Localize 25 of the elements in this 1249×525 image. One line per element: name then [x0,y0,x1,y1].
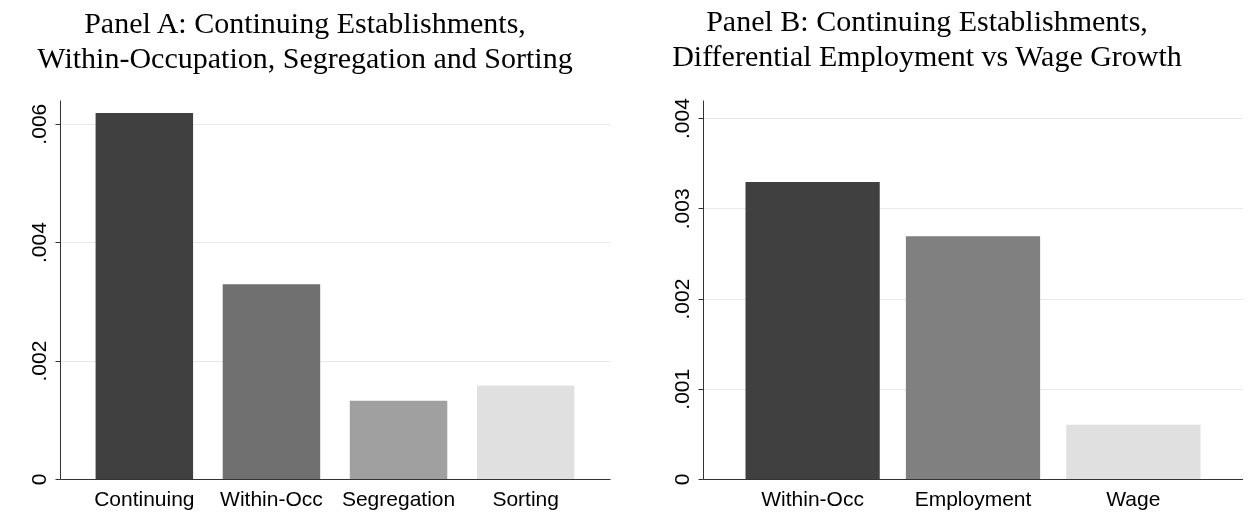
y-tick-label: .002 [669,278,693,320]
x-tick-label: Within-Occ [220,486,323,510]
bar [745,182,880,479]
y-tick-label: 0 [26,473,50,486]
chart-title: Panel B: Continuing Establishments, Differential Employment vs Wage Growth [672,3,1182,72]
x-tick-label: Sorting [492,486,559,510]
y-tick-label: .006 [26,103,50,145]
bar [905,236,1041,479]
y-tick-label: .002 [26,340,50,382]
x-tick-label: Wage [1106,486,1161,510]
bar [476,385,575,479]
y-tick-label: .003 [669,188,693,230]
x-tick-label: Within-Occ [761,486,864,510]
chart-title: Panel A: Continuing Establishments, Within-Occupation, Segregation and Sorting [37,6,573,74]
bar [222,284,321,479]
y-tick-label: .004 [669,97,693,139]
bar [1066,424,1201,479]
y-tick-label: 0 [669,473,693,486]
y-tick-label: .001 [669,368,693,410]
y-tick-label: .004 [26,221,50,264]
bar [95,113,194,479]
x-tick-label: Continuing [94,486,195,510]
x-tick-label: Segregation [341,486,456,510]
bar [349,400,448,479]
x-tick-label: Employment [914,486,1032,510]
